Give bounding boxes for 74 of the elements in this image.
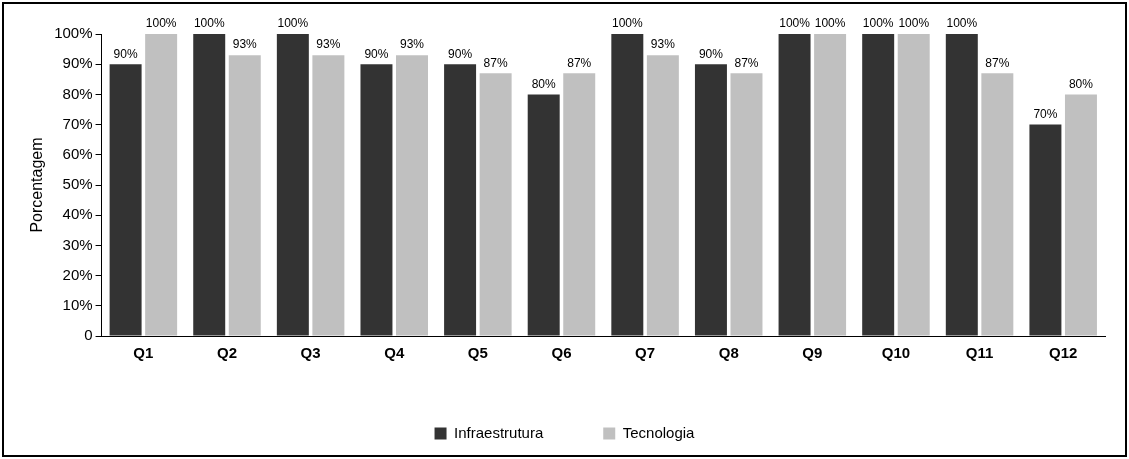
data-label: 100% [779,16,811,31]
x-tick-label: Q7 [635,344,656,362]
data-label: 80% [531,76,557,91]
data-label: 90% [113,46,138,61]
data-label: 87% [483,55,508,70]
legend-label: Infraestrutura [454,423,544,441]
data-label: 93% [399,37,425,52]
bar [814,34,847,336]
data-label: 70% [1033,106,1058,121]
x-tick-label: Q12 [1049,344,1078,362]
x-tick-label: Q1 [133,344,154,362]
y-tick-label: 70% [62,114,93,132]
bar [778,34,811,336]
data-label: 100% [277,16,309,31]
data-label: 93% [650,37,676,52]
x-tick-label: Q2 [216,344,237,362]
y-axis-title: Porcentagem [28,137,46,233]
data-label: 100% [145,16,177,31]
y-tick-label: 80% [62,84,93,102]
data-label: 80% [1068,76,1094,91]
bar [145,34,178,336]
x-tick-label: Q8 [718,344,739,362]
bar [862,34,895,336]
bar [444,64,477,336]
bar [312,55,345,336]
data-label: 100% [862,16,894,31]
data-label: 90% [448,46,473,61]
bar [1064,94,1097,336]
y-tick-label: 40% [62,205,93,223]
bar [563,73,596,336]
bar [360,64,393,336]
x-tick-label: Q5 [467,344,488,362]
bar [228,55,261,336]
data-label: 87% [985,55,1010,70]
bar [646,55,679,336]
bar [945,34,978,336]
bar [527,94,560,336]
bar [981,73,1014,336]
x-tick-label: Q10 [881,344,911,362]
bar [694,64,727,336]
bar [396,55,428,336]
y-tick-label: 20% [62,265,93,283]
bar [611,34,644,336]
x-tick-label: Q9 [802,344,823,362]
bar [730,73,763,336]
x-tick-label: Q4 [384,344,405,362]
bar [193,34,226,336]
bar [109,64,142,336]
bar [276,34,309,336]
data-label: 100% [193,16,225,31]
bar [897,34,930,336]
data-label: 93% [316,37,341,52]
y-tick-label: 30% [62,235,93,253]
y-tick-label: 100% [54,24,93,42]
data-label: 90% [364,46,389,61]
bar [479,73,512,336]
x-tick-label: Q3 [300,344,321,362]
legend-label: Tecnologia [622,423,696,441]
y-tick-label: 50% [62,175,93,193]
y-tick-label: 60% [62,144,93,162]
data-label: 100% [814,16,846,31]
data-label: 87% [567,55,592,70]
bar [1029,124,1062,336]
data-label: 100% [946,16,978,31]
data-label: 87% [734,55,759,70]
data-label: 100% [611,16,643,31]
y-tick-label: 0 [84,326,93,344]
data-label: 93% [232,37,258,52]
data-label: 90% [698,46,724,61]
y-tick-label: 90% [62,54,93,72]
x-tick-label: Q6 [551,344,572,362]
data-label: 100% [898,16,930,31]
y-tick-label: 10% [62,295,93,313]
x-tick-label: Q11 [965,344,994,362]
